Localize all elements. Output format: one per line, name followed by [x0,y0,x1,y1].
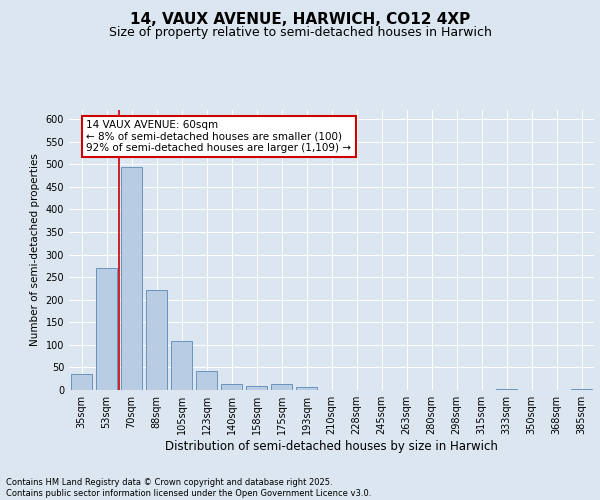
Y-axis label: Number of semi-detached properties: Number of semi-detached properties [30,154,40,346]
Bar [221,384,242,390]
Bar [96,268,117,390]
Bar [146,290,167,390]
Bar [296,388,317,390]
Bar [171,341,192,390]
Bar [196,371,217,390]
Bar [496,389,517,390]
Bar [121,168,142,390]
Text: 14, VAUX AVENUE, HARWICH, CO12 4XP: 14, VAUX AVENUE, HARWICH, CO12 4XP [130,12,470,28]
Bar [571,389,592,390]
Bar [71,374,92,390]
Bar [246,386,267,390]
Text: Contains HM Land Registry data © Crown copyright and database right 2025.
Contai: Contains HM Land Registry data © Crown c… [6,478,371,498]
Text: 14 VAUX AVENUE: 60sqm
← 8% of semi-detached houses are smaller (100)
92% of semi: 14 VAUX AVENUE: 60sqm ← 8% of semi-detac… [86,120,352,153]
Bar [271,384,292,390]
X-axis label: Distribution of semi-detached houses by size in Harwich: Distribution of semi-detached houses by … [165,440,498,453]
Text: Size of property relative to semi-detached houses in Harwich: Size of property relative to semi-detach… [109,26,491,39]
